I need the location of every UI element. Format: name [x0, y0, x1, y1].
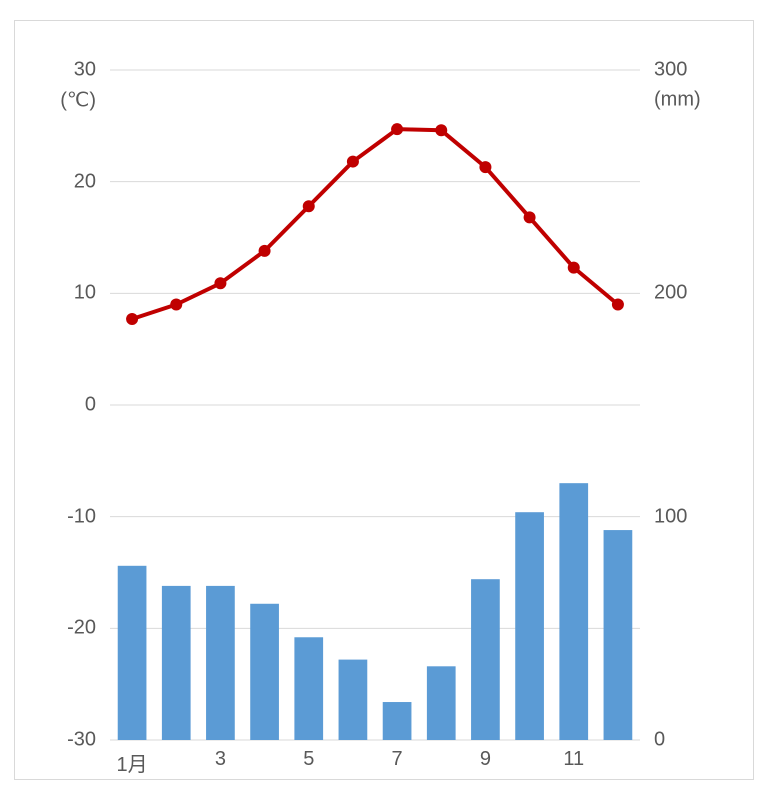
bar: [427, 666, 456, 740]
bar: [294, 637, 323, 740]
y-right-unit-label: (mm): [654, 89, 701, 112]
y-left-tick: -10: [67, 505, 96, 528]
temperature-marker: [391, 123, 403, 135]
bar: [604, 530, 633, 740]
y-left-tick: 30: [74, 59, 96, 82]
x-tick: 1月: [117, 748, 148, 777]
y-left-tick: 0: [85, 394, 96, 417]
temperature-marker: [612, 299, 624, 311]
temperature-line: [132, 129, 618, 319]
temperature-marker: [214, 277, 226, 289]
y-left-tick: 20: [74, 170, 96, 193]
bar: [339, 660, 368, 740]
y-right-tick: 100: [654, 505, 687, 528]
y-right-tick: 0: [654, 729, 665, 752]
bar: [118, 566, 147, 740]
bar: [383, 702, 412, 740]
x-tick: 5: [303, 748, 314, 771]
y-left-tick: -20: [67, 617, 96, 640]
bar: [559, 483, 588, 740]
x-tick: 9: [480, 748, 491, 771]
temperature-marker: [303, 200, 315, 212]
bar: [162, 586, 191, 740]
y-right-tick: 200: [654, 282, 687, 305]
temperature-marker: [568, 262, 580, 274]
x-tick: 3: [215, 748, 226, 771]
bar: [206, 586, 235, 740]
y-left-unit-label: (℃): [60, 88, 96, 113]
y-right-tick: 300: [654, 59, 687, 82]
temperature-marker: [524, 211, 536, 223]
temperature-marker: [435, 124, 447, 136]
climate-chart: [0, 0, 768, 796]
bar: [471, 579, 500, 740]
temperature-marker: [347, 156, 359, 168]
temperature-marker: [259, 245, 271, 257]
temperature-marker: [479, 161, 491, 173]
temperature-marker: [170, 299, 182, 311]
y-left-tick: -30: [67, 729, 96, 752]
bar: [515, 512, 544, 740]
y-left-tick: 10: [74, 282, 96, 305]
bar: [250, 604, 279, 740]
x-tick: 11: [563, 748, 584, 771]
x-tick: 7: [392, 748, 403, 771]
temperature-marker: [126, 313, 138, 325]
